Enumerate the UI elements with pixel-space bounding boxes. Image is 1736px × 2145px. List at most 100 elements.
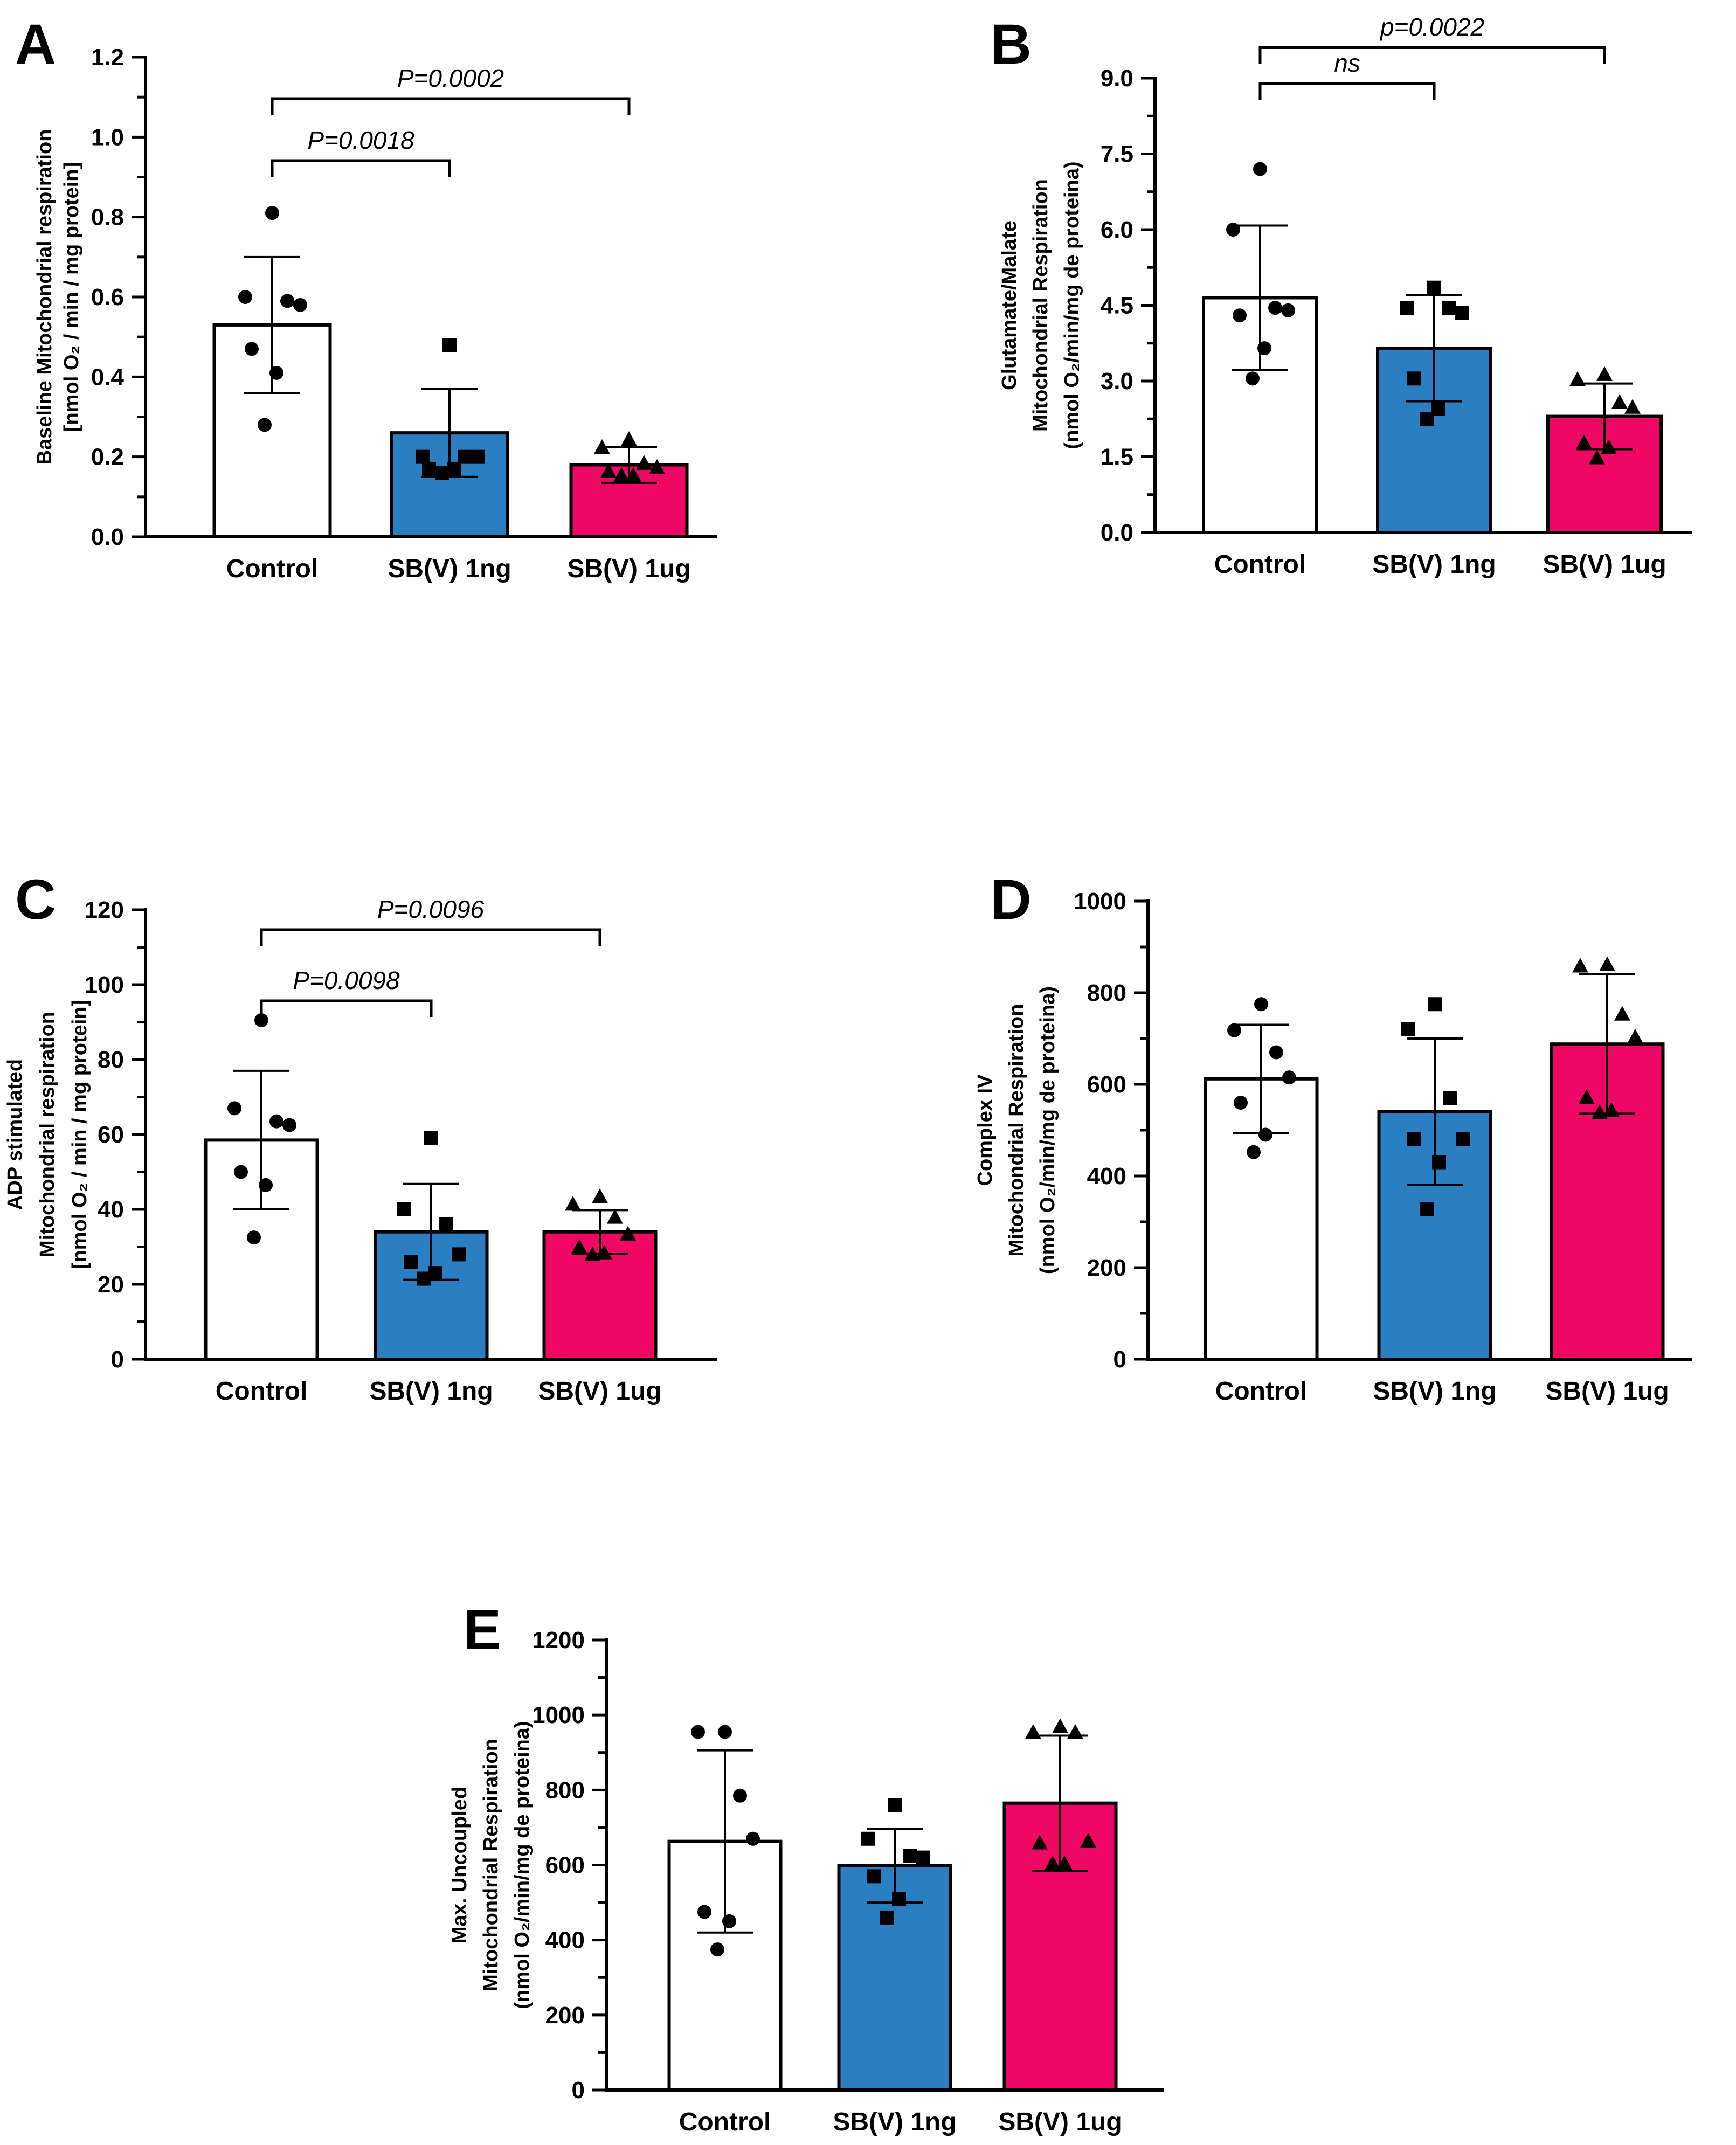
data-point (621, 431, 637, 446)
error-bar-b-2 (1406, 294, 1462, 403)
panel-letter-a: A (15, 13, 56, 76)
data-point (245, 342, 259, 356)
data-point (1589, 449, 1605, 465)
y-tick-label: 0.0 (1101, 520, 1133, 546)
y-tick-label: 800 (545, 1777, 585, 1803)
data-point (1253, 162, 1267, 176)
y-tick-label: 1000 (1074, 888, 1126, 915)
category-label: SB(V) 1ng (833, 2108, 956, 2136)
category-label: Control (1214, 550, 1306, 579)
y-tick-label: 0.8 (91, 204, 124, 231)
error-bar-e-1 (697, 1749, 753, 1934)
significance-label: P=0.0098 (293, 966, 400, 994)
y-axis-label-line-1: Baseline Mitochondrial respiration (33, 129, 56, 465)
panel-d: D 0 200 400 600 800 1000 Complex IV Mitochondria… (974, 868, 1692, 1406)
y-tick-label: 0.4 (91, 364, 125, 390)
y-axis-label-line-2: Mitochondrial Respiration (1005, 1004, 1028, 1257)
data-point (452, 1247, 466, 1262)
significance-label: P=0.0096 (377, 895, 485, 923)
y-tick-label: 0 (111, 1346, 124, 1373)
y-tick-label: 600 (1087, 1071, 1126, 1098)
data-point (1431, 402, 1445, 416)
data-point (607, 1209, 623, 1224)
data-point (722, 1914, 736, 1928)
category-label: SB(V) 1ng (1372, 550, 1496, 579)
data-point (435, 466, 449, 480)
data-point (697, 1905, 711, 1919)
significance-bracket-c-1: P=0.0098 (260, 966, 433, 1017)
category-label: SB(V) 1ng (1373, 1377, 1496, 1406)
y-tick-label: 20 (98, 1271, 124, 1298)
significance-bracket-a-2: P=0.0002 (271, 64, 631, 115)
data-point (584, 1246, 600, 1262)
y-axis-label-line-3: (nmol O₂/min/mg de proteina) (1036, 986, 1059, 1274)
y-tick-label: 40 (98, 1196, 124, 1223)
y-tick-label: 60 (98, 1122, 124, 1148)
data-point (265, 206, 279, 220)
y-axis-label-line-2: Mitochondrial Respiration (1029, 179, 1052, 432)
data-point (710, 1942, 724, 1957)
data-point (280, 294, 294, 308)
y-tick-label: 0 (572, 2077, 585, 2104)
data-point (1627, 1028, 1643, 1044)
y-tick-label: 400 (1087, 1163, 1126, 1189)
data-point (1427, 280, 1441, 295)
significance-bracket-b-2: p=0.0022 (1258, 13, 1606, 64)
data-point (447, 461, 461, 476)
significance-label: ns (1334, 49, 1360, 77)
significance-label: P=0.0002 (397, 64, 504, 92)
y-tick-label: 200 (545, 2002, 585, 2029)
data-point (880, 1910, 894, 1925)
panel-letter-e: E (464, 1599, 501, 1662)
data-point (1420, 412, 1434, 426)
category-label: SB(V) 1ug (567, 555, 690, 583)
y-axis-label-line-1: Complex IV (974, 1074, 997, 1186)
data-point (613, 467, 630, 482)
panel-letter-c: C (15, 868, 56, 931)
data-point (428, 1266, 442, 1281)
data-point (1052, 1718, 1068, 1733)
y-tick-label: 6.0 (1101, 217, 1133, 243)
data-point (1614, 1006, 1630, 1021)
data-point (1455, 306, 1469, 320)
category-label: SB(V) 1ng (388, 555, 511, 583)
y-tick-label: 80 (98, 1047, 124, 1073)
data-point (1611, 394, 1628, 409)
data-point (1032, 1835, 1048, 1850)
y-tick-label: 1.5 (1101, 444, 1133, 470)
data-point (636, 455, 652, 470)
category-label: Control (1215, 1377, 1308, 1406)
y-tick-label: 0 (1113, 1346, 1126, 1373)
data-point (247, 1230, 261, 1245)
data-point (293, 297, 307, 312)
y-tick-label: 120 (85, 897, 124, 923)
y-tick-label: 400 (545, 1927, 585, 1954)
data-point (1067, 1724, 1083, 1739)
y-tick-label: 200 (1087, 1255, 1126, 1281)
data-point (269, 1114, 283, 1129)
data-point (1576, 434, 1592, 449)
data-point (620, 1226, 636, 1241)
data-point (1234, 1096, 1248, 1110)
data-point (1601, 439, 1617, 454)
category-label: Control (216, 1377, 308, 1406)
panel-letter-b: B (991, 13, 1032, 76)
y-axis-label-line-3: (nmol O₂/min/mg de proteina) (1061, 161, 1083, 449)
y-axis-label-line-2: [nmol O₂ / min / mg protein] (60, 162, 83, 432)
y-tick-label: 800 (1087, 980, 1126, 1006)
y-tick-label: 0.6 (91, 284, 124, 310)
panel-letter-d: D (991, 868, 1032, 931)
significance-label: p=0.0022 (1379, 13, 1484, 41)
data-point (1624, 399, 1641, 414)
category-label: Control (679, 2108, 771, 2136)
category-label: SB(V) 1ug (1545, 1377, 1669, 1406)
category-label: SB(V) 1ug (998, 2108, 1122, 2136)
y-axis-label-line-1: Glutamate/Malate (998, 220, 1021, 390)
data-point (1572, 958, 1588, 973)
data-point (596, 1244, 612, 1260)
data-point (571, 1238, 587, 1254)
data-point (1569, 371, 1586, 386)
data-point (397, 1202, 411, 1216)
